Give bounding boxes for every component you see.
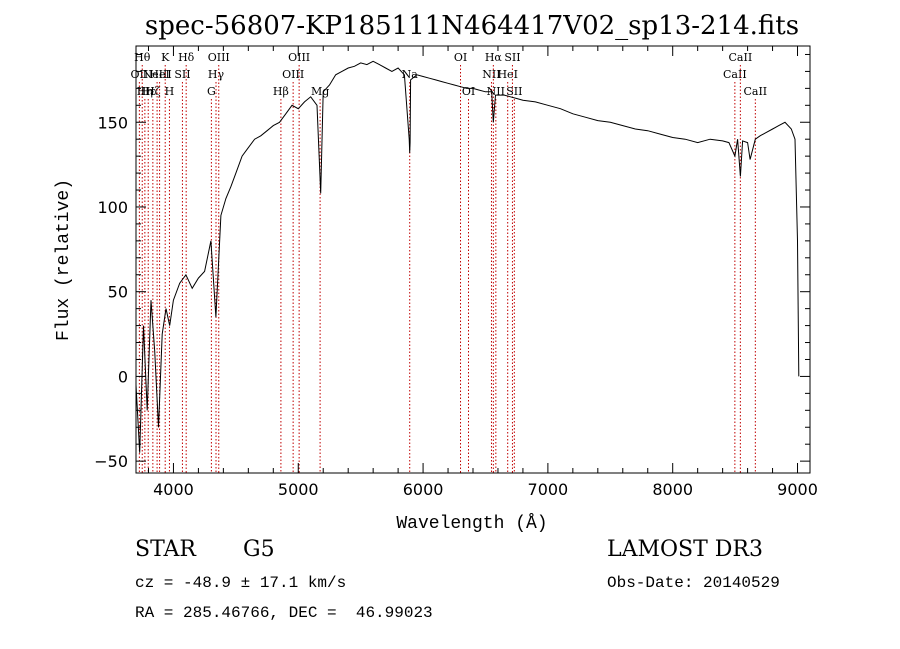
line-marker-label-17: Mg bbox=[311, 85, 329, 98]
y-tick-label-100: 100 bbox=[97, 198, 128, 217]
line-marker-label-25: SII bbox=[504, 51, 520, 64]
line-marker-label-16: OIII bbox=[288, 51, 310, 64]
line-marker-label-5: NeIII bbox=[143, 68, 172, 81]
x-axis-label: Wavelength (Å) bbox=[396, 513, 547, 534]
survey-name: LAMOST DR3 bbox=[607, 537, 763, 562]
plot-frame bbox=[135, 45, 811, 474]
x-tick-label-9000: 9000 bbox=[777, 480, 818, 499]
x-axis-ticks: 4000 5000 6000 7000 8000 9000 bbox=[147, 46, 818, 499]
line-marker-label-14: Hβ bbox=[273, 85, 289, 98]
line-marker-label-26: SII bbox=[506, 85, 522, 98]
object-class: STAR bbox=[135, 537, 196, 562]
emission-line-markers: OIIHθHηHεHζNeIIIHeIKHSIIHδGHγOIIIHβOIIIO… bbox=[131, 51, 767, 473]
spectral-subclass: G5 bbox=[243, 537, 275, 562]
y-tick-label-0: 0 bbox=[118, 367, 128, 386]
line-marker-label-27: CaII bbox=[723, 68, 747, 81]
x-tick-label-7000: 7000 bbox=[528, 480, 569, 499]
line-marker-label-10: Hδ bbox=[178, 51, 195, 64]
line-marker-label-19: OI bbox=[454, 51, 467, 64]
line-marker-label-29: CaII bbox=[743, 85, 767, 98]
line-marker-label-4: Hζ bbox=[145, 85, 161, 98]
y-axis-ticks: −50 0 50 100 150 bbox=[94, 53, 810, 471]
observation-date: Obs-Date: 20140529 bbox=[607, 574, 780, 592]
line-marker-label-7: K bbox=[161, 51, 170, 64]
line-marker-label-24: HeI bbox=[497, 68, 517, 81]
redshift-cz: cz = -48.9 ± 17.1 km/s bbox=[135, 574, 347, 592]
sky-coordinates: RA = 285.46766, DEC = 46.99023 bbox=[135, 604, 433, 622]
line-marker-label-11: G bbox=[207, 85, 216, 98]
line-marker-label-15: OIII bbox=[282, 68, 304, 81]
line-marker-label-8: H bbox=[165, 85, 175, 98]
line-marker-label-20: OI bbox=[462, 85, 475, 98]
line-marker-label-18: Na bbox=[402, 68, 419, 81]
y-tick-label--50: −50 bbox=[94, 452, 128, 471]
line-marker-label-3: Hε bbox=[141, 85, 157, 98]
x-tick-label-6000: 6000 bbox=[403, 480, 444, 499]
x-tick-label-4000: 4000 bbox=[153, 480, 194, 499]
y-tick-label-50: 50 bbox=[108, 283, 128, 302]
spectrum-series-line bbox=[135, 60, 800, 453]
line-marker-label-22: Hα bbox=[485, 51, 503, 64]
y-axis-label: Flux (relative) bbox=[54, 179, 74, 341]
line-marker-label-9: SII bbox=[174, 68, 190, 81]
chart-title: spec-56807-KP185111N464417V02_sp13-214.f… bbox=[145, 11, 799, 41]
line-marker-label-6: HeI bbox=[149, 68, 169, 81]
line-marker-label-0: OII bbox=[131, 68, 149, 81]
x-tick-label-5000: 5000 bbox=[278, 480, 319, 499]
line-marker-label-1: Hθ bbox=[134, 51, 151, 64]
x-tick-label-8000: 8000 bbox=[652, 480, 693, 499]
y-tick-label-150: 150 bbox=[97, 113, 128, 132]
line-marker-label-21: NII bbox=[482, 68, 500, 81]
line-marker-label-13: OIII bbox=[208, 51, 230, 64]
line-marker-label-12: Hγ bbox=[208, 68, 225, 81]
line-marker-label-28: CaII bbox=[729, 51, 753, 64]
